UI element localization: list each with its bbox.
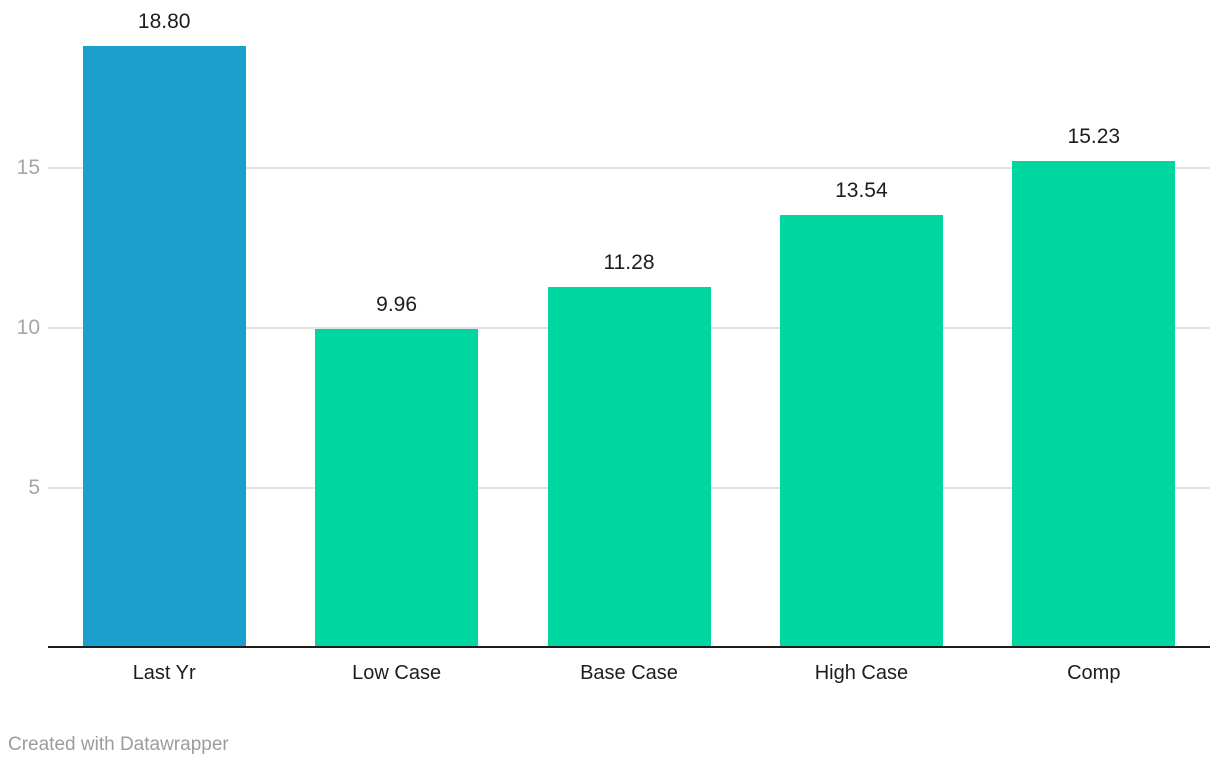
y-tick-label-10: 10 [16, 316, 40, 339]
category-label-high-case: High Case [814, 662, 909, 684]
gridline-y-15 [48, 167, 1210, 169]
value-label-low-case: 9.96 [376, 293, 418, 317]
y-tick-label-5: 5 [28, 476, 40, 499]
bar-base-case [547, 287, 711, 647]
x-axis-line [48, 646, 1210, 648]
bar-low-case [315, 329, 479, 647]
category-label-last-yr: Last Yr [132, 662, 196, 684]
category-label-base-case: Base Case [580, 662, 678, 684]
value-label-high-case: 13.54 [835, 178, 888, 202]
value-label-base-case: 11.28 [603, 251, 655, 275]
attribution-text: Created with Datawrapper [8, 734, 229, 755]
value-label-comp: 15.23 [1067, 124, 1121, 148]
value-label-last-yr: 18.80 [137, 10, 191, 34]
bar-high-case [779, 214, 943, 647]
y-tick-label-15: 15 [16, 156, 40, 179]
category-label-comp: Comp [1067, 662, 1121, 684]
category-label-low-case: Low Case [352, 662, 442, 684]
bar-last-yr [82, 46, 246, 647]
bar-comp [1012, 160, 1176, 647]
